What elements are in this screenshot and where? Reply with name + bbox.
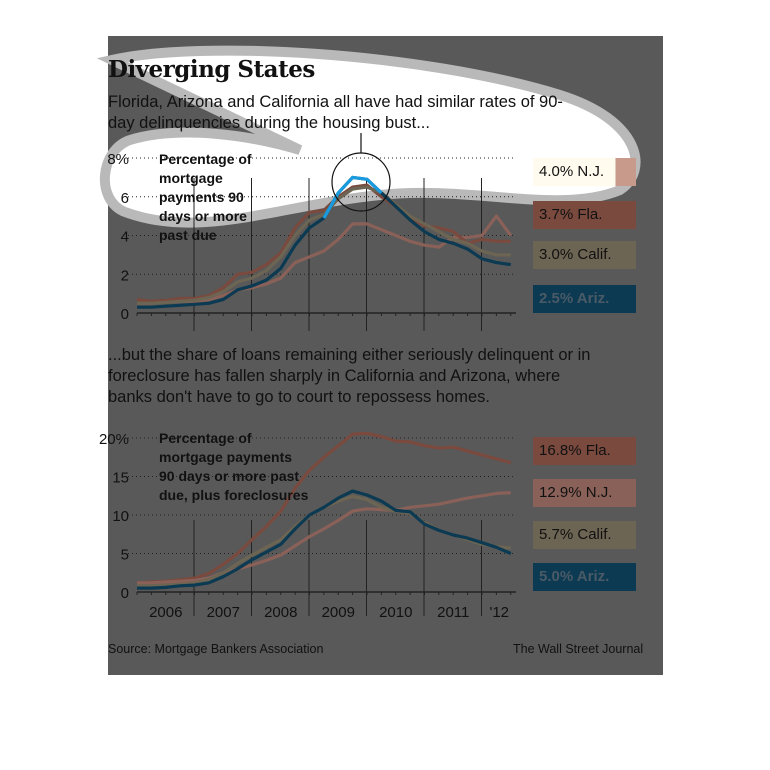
x-tick-label: 2010 [379, 604, 412, 621]
series-line-fla [136, 183, 511, 303]
credit: The Wall Street Journal [513, 642, 644, 656]
highlight-swirl [96, 45, 641, 228]
legend-label-fla: 3.7% Fla. [533, 201, 636, 229]
x-tick-label: 2009 [322, 604, 355, 621]
legend-label-nj: 4.0% N.J. [533, 158, 636, 186]
x-tick-label: 2006 [149, 604, 182, 621]
series-line-nj [137, 491, 511, 585]
chart-top: 0 2 4 6 8% [107, 133, 516, 331]
legend-label-calif: 5.7% Calif. [533, 521, 636, 549]
legend-label-fla: 16.8% Fla. [533, 437, 636, 465]
subtitle-top: Florida, Arizona and California all have… [108, 93, 563, 132]
legend-label-nj: 12.9% N.J. [533, 479, 636, 507]
x-tick-label: 2008 [264, 604, 297, 621]
bottom-chart-note: Percentage of mortgage payments 90 days … [159, 430, 309, 503]
y-tick-label: 15 [112, 470, 129, 487]
legend-label-ariz: 5.0% Ariz. [533, 563, 636, 591]
y-tick-label: 6 [121, 190, 129, 207]
legend-label-calif: 3.0% Calif. [533, 241, 636, 269]
y-tick-label: 2 [121, 267, 129, 284]
x-tick-label: 2007 [207, 604, 240, 621]
y-tick-label: 20% [99, 431, 129, 448]
series-line-calif [137, 185, 511, 305]
chart-bottom: 0 5 10 15 20% 2006 2007 2008 2009 2010 2011 '12 [99, 431, 516, 621]
subtitle-bottom: ...but the share of loans remaining eith… [108, 346, 591, 406]
x-tick-label: 2011 [437, 604, 469, 621]
y-tick-label: 0 [121, 585, 129, 602]
series-line-fla [136, 431, 512, 585]
x-tick-label: '12 [489, 604, 509, 621]
y-tick-label: 10 [112, 508, 129, 525]
series-line-calif [137, 494, 511, 588]
y-tick-label: 0 [121, 306, 129, 323]
y-tick-label: 5 [121, 547, 129, 564]
y-tick-label: 8% [107, 151, 129, 168]
y-tick-label: 4 [121, 229, 129, 246]
top-chart-note: Percentage of mortgage payments 90 days … [159, 151, 252, 243]
legend-label-ariz: 2.5% Ariz. [533, 285, 636, 313]
series-line-ariz [137, 489, 512, 590]
source-note: Source: Mortgage Bankers Association [108, 642, 324, 656]
chart-title: Diverging States [108, 56, 315, 83]
peak-highlight-line [322, 175, 383, 219]
